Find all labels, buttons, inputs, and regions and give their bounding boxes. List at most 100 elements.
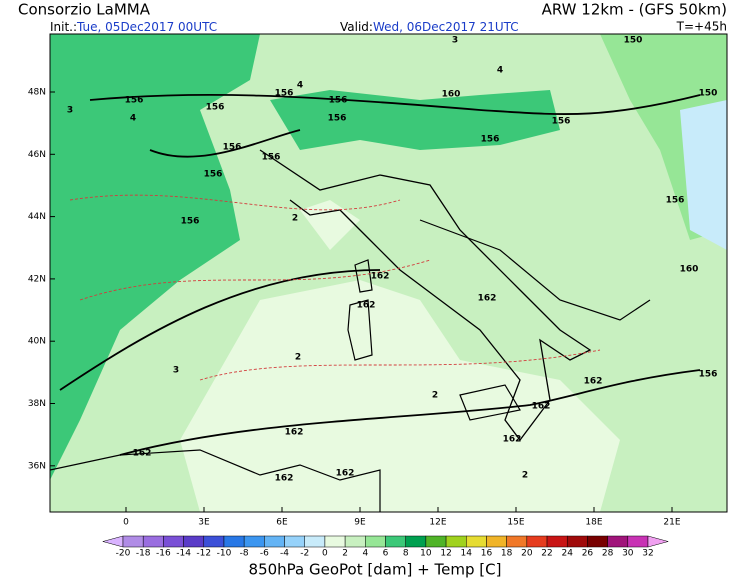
colorbar-label: 26 [582,549,594,559]
contour-label: 156 [329,96,348,106]
colorbar-box [466,535,487,548]
colorbar-box [526,535,548,548]
contour-label: 162 [275,474,294,484]
lon-label: 0 [123,518,129,528]
lat-label: 36N [28,461,46,471]
colorbar-box [385,535,406,548]
colorbar-label: 4 [362,549,368,559]
contour-label: 2 [432,391,438,401]
colorbar-label: 6 [383,549,389,559]
colorbar-label: -18 [136,549,151,559]
contour-label: 162 [503,435,522,445]
contour-label: 162 [371,272,390,282]
lat-label: 46N [28,150,46,160]
lon-label: 21E [663,518,680,528]
colorbar-label: 20 [521,549,533,559]
contour-label: 160 [680,265,699,275]
colorbar-box [405,535,427,548]
lon-label: 15E [507,518,524,528]
contour-label: 2 [522,471,528,481]
colorbar-label: 32 [642,549,653,559]
colorbar-box [425,535,447,548]
init-line: Init.:Tue, 05Dec2017 00UTC [50,20,217,34]
colorbar-box [344,535,366,548]
colorbar-end [647,535,670,548]
init-label: Init.: [50,20,77,34]
cold-region [270,90,560,150]
colorbar-box [142,535,164,548]
freezing-region [680,100,727,250]
colorbar-box [445,535,467,548]
contour-label: 162 [285,428,304,438]
colorbar-box [486,535,507,548]
temperature-contour [69,194,601,381]
lat-label: 40N [28,337,46,347]
valid-label: Valid: [340,20,373,34]
model: ARW 12km - (GFS 50km) [542,1,727,19]
contour-label: 156 [666,196,685,206]
colorbar-label: 30 [622,549,634,559]
contour-label: 4 [130,114,136,124]
colorbar-box [223,535,245,548]
colorbar-label: 8 [403,549,409,559]
contour-label: 162 [357,301,376,311]
contour-label: 156 [699,370,718,380]
colorbar-label: -10 [217,549,232,559]
contour-label: 150 [624,36,643,46]
colorbar-box [566,535,588,548]
coastline [50,219,651,512]
colorbar: -20 -18 -16 -14 -12 -10 -8 -6 -4 -2 0 2 4 6 8 10 12 14 16 1… [101,535,670,559]
colorbar-label: 24 [562,549,574,559]
colorbar-end [101,535,124,548]
lat-label: 42N [28,274,46,284]
contour-labels: 156 156 156 156 156 156 156 156 156 160 156 156 150 1… [67,36,718,484]
contour-label: 156 [275,89,294,99]
contour-label: 3 [173,366,179,376]
coastline [347,259,373,361]
colorbar-label: 0 [322,549,328,559]
colorbar-box [627,535,649,548]
contour-label: 156 [262,153,281,163]
colorbar-label: -14 [176,549,191,559]
contour-label: 2 [292,214,298,224]
colorbar-box [304,535,326,548]
colorbar-label: -4 [280,549,289,559]
warm-region [300,200,360,250]
contour-label: 156 [328,114,347,124]
contour-label: 4 [497,66,503,76]
contour-label: 156 [223,143,242,153]
contour-label: 3 [67,106,73,116]
colorbar-box [264,535,285,548]
colorbar-box [607,535,629,548]
colorbar-box [203,535,225,548]
axis-labels: 48N 46N 44N 42N 40N 38N 36N 0 3E 6E 9E 12E 15E 18E 21E [28,88,681,528]
colorbar-label: 2 [342,549,348,559]
contour-label: 156 [204,170,223,180]
lon-label: 6E [276,518,288,528]
contour-label: 2 [295,353,301,363]
map-frame [49,33,728,513]
contour-label: 156 [181,217,200,227]
contour-label: 156 [552,117,571,127]
colorbar-box [243,535,265,548]
colorbar-box [546,535,568,548]
colorbar-label: 10 [420,549,432,559]
colorbar-box [587,535,608,548]
colorbar-label: -20 [116,549,131,559]
geopotential-contour [89,93,701,158]
contour-label: 162 [133,449,152,459]
lat-label: 38N [28,399,46,409]
title: Consorzio LaMMA [18,1,151,19]
warm-region [180,280,620,512]
lon-label: 18E [585,518,602,528]
colorbar-box [163,535,184,548]
valid-time: Wed, 06Dec2017 21UTC [373,20,519,34]
colorbar-label: 28 [602,549,614,559]
colorbar-label: -16 [156,549,171,559]
lat-label: 48N [28,88,46,98]
contour-label: 162 [584,377,603,387]
colorbar-label: 18 [501,549,513,559]
lead-time: T=+45h [676,20,727,34]
colorbar-box [365,535,386,548]
